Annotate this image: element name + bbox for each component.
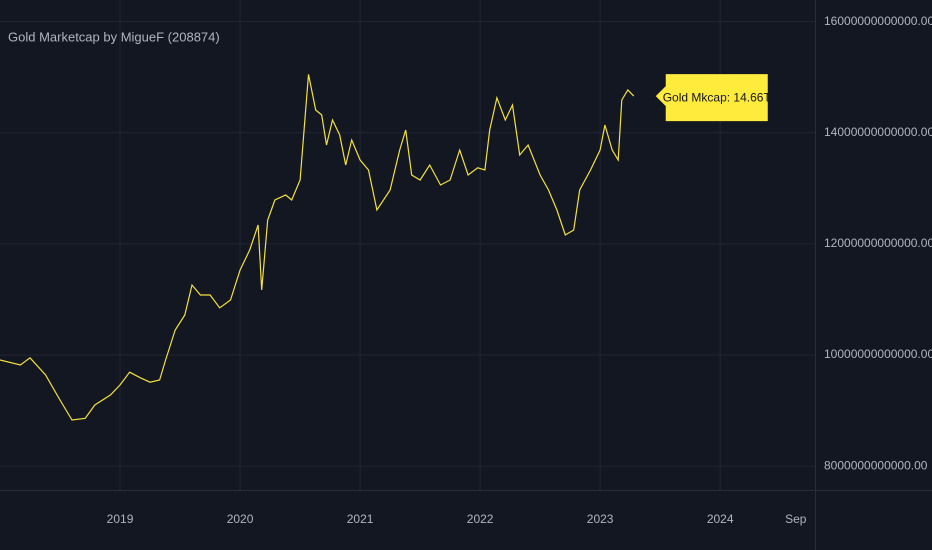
annotation-label: Gold Mkcap: 14.66T — [663, 90, 772, 104]
data-line — [0, 74, 635, 421]
annotation-box — [655, 74, 768, 122]
x-tick-label: 2021 — [347, 512, 374, 526]
y-tick-label: 10000000000000.00 — [824, 347, 932, 361]
x-tick-label: 2019 — [107, 512, 134, 526]
y-tick-label: 12000000000000.00 — [824, 236, 932, 250]
x-tick-label: 2023 — [587, 512, 614, 526]
chart-title: Gold Marketcap by MigueF (208874) — [8, 29, 220, 44]
y-tick-label: 8000000000000.00 — [824, 458, 928, 472]
x-tick-label: Sep — [785, 512, 807, 526]
x-tick-label: 2020 — [227, 512, 254, 526]
y-tick-label: 14000000000000.00 — [824, 125, 932, 139]
y-tick-label: 16000000000000.00 — [824, 14, 932, 28]
x-tick-label: 2024 — [707, 512, 734, 526]
x-tick-label: 2022 — [467, 512, 494, 526]
